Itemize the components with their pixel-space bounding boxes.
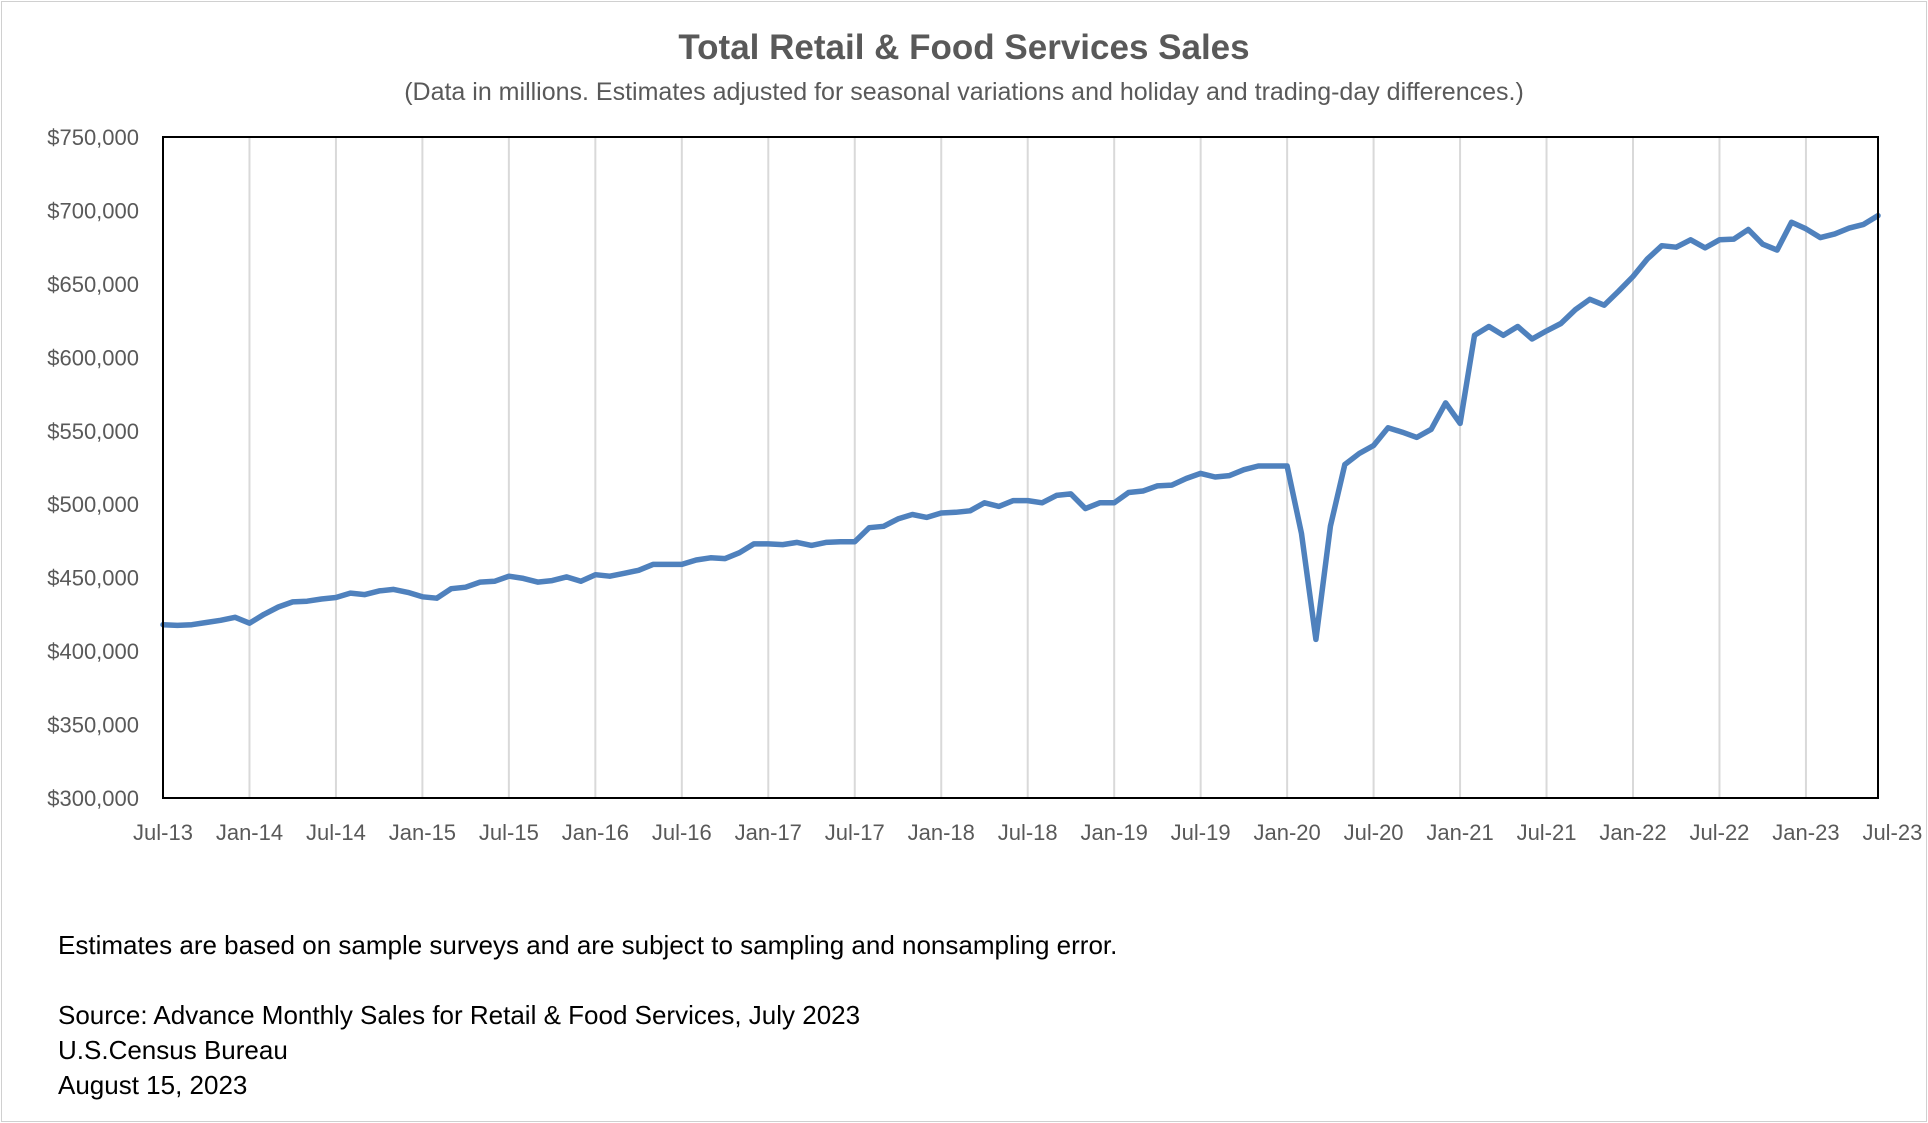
x-tick-label: Jul-18: [998, 820, 1058, 845]
y-tick-label: $550,000: [47, 419, 139, 444]
x-tick-label: Jan-21: [1426, 820, 1493, 845]
x-tick-label: Jul-19: [1171, 820, 1231, 845]
y-tick-label: $300,000: [47, 786, 139, 811]
x-tick-label: Jan-16: [562, 820, 629, 845]
gridlines: [248, 137, 1807, 798]
x-tick-label: Jul-15: [479, 820, 539, 845]
y-tick-label: $500,000: [47, 492, 139, 517]
y-tick-label: $600,000: [47, 345, 139, 370]
x-tick-label: Jul-14: [306, 820, 366, 845]
x-tick-label: Jan-19: [1081, 820, 1148, 845]
series-layer: [160, 212, 1881, 643]
x-tick-label: Jan-22: [1599, 820, 1666, 845]
source-agency: U.S.Census Bureau: [58, 1035, 288, 1065]
x-tick-label: Jul-17: [825, 820, 885, 845]
chart-title: Total Retail & Food Services Sales: [678, 28, 1250, 67]
x-tick-label: Jul-16: [652, 820, 712, 845]
y-axis-ticks: $300,000 $350,000 $400,000 $450,000 $500,000…: [47, 125, 139, 811]
source-line: Source: Advance Monthly Sales for Retail…: [58, 1000, 861, 1030]
chart-footnote: Estimates are based on sample surveys an…: [58, 930, 1118, 960]
x-tick-label: Jan-15: [389, 820, 456, 845]
y-tick-label: $450,000: [47, 566, 139, 591]
x-tick-label: Jul-20: [1344, 820, 1404, 845]
y-tick-label: $350,000: [47, 713, 139, 738]
x-tick-label: Jul-21: [1517, 820, 1577, 845]
series-line: [160, 212, 1881, 643]
x-axis-ticks: Jul-13 Jan-14 Jul-14 Jan-15 Jul-15 Jan-16 Jul-…: [133, 820, 1922, 845]
x-tick-label: Jan-23: [1772, 820, 1839, 845]
chart-subtitle: (Data in millions. Estimates adjusted fo…: [404, 78, 1524, 106]
plot-area-border: [162, 136, 1879, 799]
x-tick-label: Jul-13: [133, 820, 193, 845]
x-tick-label: Jan-20: [1253, 820, 1320, 845]
x-tick-label: Jan-18: [908, 820, 975, 845]
y-tick-label: $700,000: [47, 198, 139, 223]
x-tick-label: Jan-14: [216, 820, 283, 845]
x-tick-label: Jan-17: [735, 820, 802, 845]
x-tick-label: Jul-22: [1690, 820, 1750, 845]
y-tick-label: $750,000: [47, 125, 139, 150]
y-tick-label: $650,000: [47, 272, 139, 297]
x-tick-label: Jul-23: [1862, 820, 1922, 845]
y-tick-label: $400,000: [47, 639, 139, 664]
source-date: August 15, 2023: [58, 1070, 248, 1100]
